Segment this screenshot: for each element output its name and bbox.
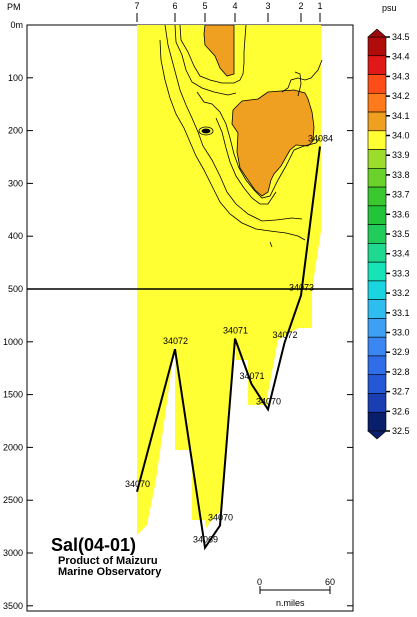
x-axis: PM 7 6 5 4 3 2 1 (7, 1, 323, 22)
colorbar-swatch (367, 130, 387, 150)
colorbar-cap-high (367, 28, 387, 38)
salinity-patch-34-1-main (231, 89, 315, 197)
colorbar-swatch (367, 149, 387, 169)
colorbar-label: 33.1 (392, 308, 410, 318)
lower-coverage-columns (137, 290, 312, 520)
colorbar-swatch (367, 55, 387, 75)
colorbar-label: 33.8 (392, 170, 410, 180)
depth-tick-label: 2500 (3, 495, 23, 505)
colorbar-swatch (367, 261, 387, 282)
colorbar-unit: psu (382, 3, 397, 13)
station-tick-label: 6 (172, 1, 177, 11)
depth-tick-label: 1500 (3, 390, 23, 400)
colorbar-swatch (367, 92, 387, 113)
station-tick-label: 7 (134, 1, 139, 11)
credit-line-1: Product of Maizuru (58, 555, 158, 567)
station-tick-label: 2 (298, 1, 303, 11)
scale-bar-unit: n.miles (276, 598, 305, 608)
colorbar-label: 32.8 (392, 367, 410, 377)
station-tick-label: 3 (265, 1, 270, 11)
colorbar-label: 33.6 (392, 209, 410, 219)
depth-tick-label: 2000 (3, 442, 23, 452)
colorbar-swatch (367, 205, 387, 225)
colorbar-label: 34.4 (392, 52, 410, 62)
depth-tick-label: 300 (8, 178, 23, 188)
bottom-depth-line (136, 146, 321, 551)
depth-tick-label: 500 (8, 284, 23, 294)
colorbar-swatch (367, 224, 387, 244)
station-tick-label: 1 (317, 1, 322, 11)
colorbar-swatch (367, 74, 387, 94)
colorbar-swatch (367, 355, 387, 376)
station-id-label: 34070 (208, 513, 233, 523)
station-tick-label: 4 (232, 1, 237, 11)
colorbar-label: 32.5 (392, 426, 410, 436)
salinity-contours (159, 24, 323, 248)
station-id-label: 34072 (273, 330, 298, 340)
colorbar: psu 34.5 34.4 34.3 34.2 34.1 34.0 33.9 33.8 33.7… (367, 3, 410, 440)
colorbar-label: 33.4 (392, 249, 410, 259)
colorbar-swatch (367, 36, 387, 57)
colorbar-label: 33.5 (392, 229, 410, 239)
depth-tick-label: 3000 (3, 548, 23, 558)
colorbar-swatch (367, 374, 387, 394)
colorbar-label: 34.3 (392, 71, 410, 81)
station-id-label: 34071 (240, 371, 265, 381)
depth-tick-label: 200 (8, 126, 23, 136)
station-id-label: 34069 (193, 535, 218, 545)
colorbar-label: 33.9 (392, 150, 410, 160)
colorbar-label: 34.0 (392, 131, 410, 141)
colorbar-label: 33.3 (392, 268, 410, 278)
colorbar-label: 33.0 (392, 328, 410, 338)
station-id-label: 34070 (256, 396, 281, 406)
colorbar-swatch (367, 168, 387, 188)
station-id-label: 34073 (289, 282, 314, 292)
colorbar-label: 32.7 (392, 387, 410, 397)
colorbar-swatch (367, 280, 387, 300)
x-axis-label: PM (7, 2, 21, 12)
depth-tick-label: 1000 (3, 337, 23, 347)
colorbar-label: 32.6 (392, 406, 410, 416)
scale-bar-start: 0 (257, 577, 262, 587)
station-id-label: 34070 (125, 479, 150, 489)
colorbar-label: 33.7 (392, 190, 410, 200)
colorbar-swatch (367, 299, 387, 319)
station-id-label: 34084 (308, 133, 333, 143)
station-labels: 34084 34073 34072 34070 34071 34071 34070 34069… (125, 133, 333, 544)
colorbar-label: 33.2 (392, 288, 410, 298)
colorbar-swatch (367, 393, 387, 413)
depth-tick-label: 400 (8, 231, 23, 241)
figure-title: Sal(04-01) (51, 535, 136, 555)
depth-tick-label: 0m (10, 20, 23, 30)
depth-tick-label: 3500 (3, 601, 23, 611)
colorbar-label: 32.9 (392, 347, 410, 357)
depth-tick-label: 100 (8, 73, 23, 83)
colorbar-swatch (367, 111, 387, 132)
scale-bar: 0 60 n.miles (257, 577, 335, 608)
credit-line-2: Marine Observatory (58, 566, 162, 578)
figure-title-block: Sal(04-01) Product of Maizuru Marine Obs… (51, 535, 162, 578)
station-id-label: 34072 (163, 336, 188, 346)
colorbar-cap-low (367, 430, 387, 440)
colorbar-swatch (367, 243, 387, 263)
colorbar-swatch (367, 186, 387, 207)
y-axis: 0m 100 200 300 400 500 1000 1500 2000 2500 3000 350… (3, 20, 353, 611)
colorbar-swatch (367, 318, 387, 338)
colorbar-swatch (367, 411, 387, 432)
salinity-patch-34-1-top (203, 24, 235, 77)
scale-bar-end: 60 (325, 577, 335, 587)
colorbar-label: 34.5 (392, 32, 410, 42)
colorbar-swatch (367, 336, 387, 357)
station-tick-label: 5 (202, 1, 207, 11)
colorbar-label: 34.2 (392, 91, 410, 101)
station-id-label: 34071 (223, 326, 248, 336)
colorbar-label: 34.1 (392, 111, 410, 121)
